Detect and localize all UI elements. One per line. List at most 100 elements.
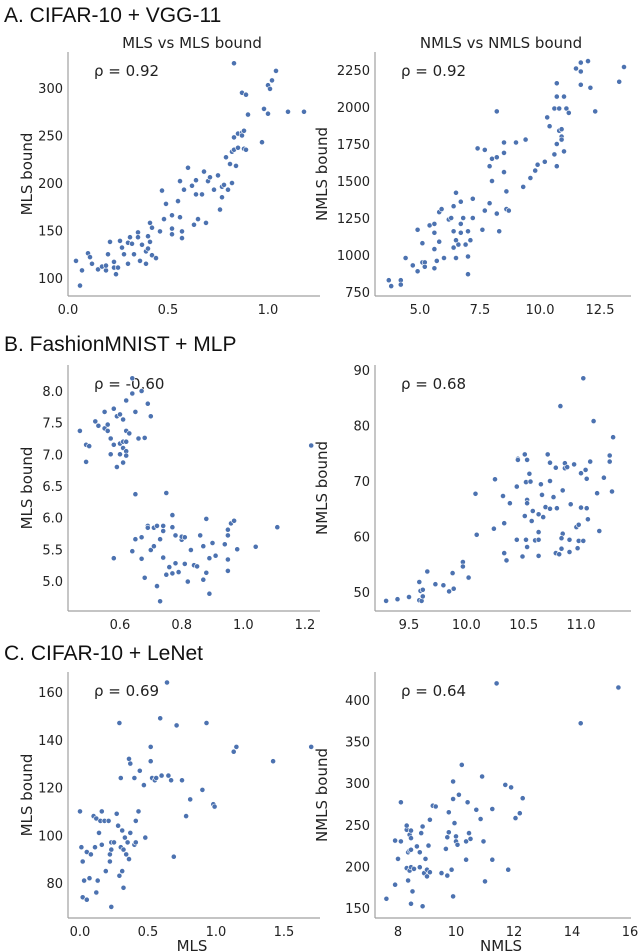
data-point [472,490,479,497]
data-point [505,207,512,214]
data-point [413,843,420,850]
data-point [493,210,500,217]
x-tick-label: 10.5 [509,618,538,633]
data-point [506,500,513,507]
data-point [523,536,529,543]
scatter-panel-A-left: MLS vs MLS bound ρ = 0.92 0.0 0.5 1.0 100 150 2… [18,34,320,318]
data-point [132,839,139,846]
section-title-b: B. FashionMNIST + MLP [4,333,237,356]
data-point [515,456,521,463]
data-point [539,491,545,498]
data-point [541,158,548,165]
data-point [436,238,443,245]
data-point [601,474,607,481]
data-point [135,808,142,815]
y-tick-label: 200 [345,860,370,875]
data-point [225,186,231,193]
data-point [465,271,471,278]
data-point [592,108,599,115]
data-point [529,508,536,514]
data-point [419,823,426,830]
data-point [209,540,216,546]
data-point [107,851,113,858]
data-point [102,868,109,874]
data-point [558,545,565,552]
y-tick-label: 50 [353,586,370,601]
data-point [440,582,447,589]
data-point [154,583,160,589]
data-point [113,271,119,278]
y-tick-label: 1500 [337,175,370,190]
data-point [513,536,520,543]
data-point [200,576,207,583]
data-points [385,58,627,289]
data-point [124,839,131,846]
data-point [469,195,476,202]
data-point [172,560,179,567]
data-point [79,858,86,865]
data-point [467,836,474,842]
data-point [107,858,113,865]
data-point [553,141,560,147]
data-point [408,846,414,853]
y-tick-label: 1750 [337,138,370,153]
data-point [169,212,175,219]
x-tick-label: 0.0 [70,925,91,940]
y-tick-label: 250 [38,130,63,145]
data-point [95,266,101,273]
data-point [453,833,459,840]
data-point [168,777,174,784]
data-point [172,532,179,539]
data-point [185,164,191,171]
y-tick-label: 6.5 [42,480,63,495]
y-tick-label: 2000 [337,101,370,116]
data-point [489,155,495,162]
data-point [215,172,221,179]
data-point [441,255,447,261]
data-point [590,418,597,424]
data-point [505,866,512,873]
data-point [451,820,458,826]
y-tick-label: 300 [345,777,370,792]
data-point [229,180,235,186]
data-point [553,80,560,87]
data-point [203,569,210,576]
data-point [110,441,117,448]
data-point [129,375,136,382]
x-axis-label: MLS [177,937,208,951]
data-point [199,787,206,793]
data-point [450,244,457,251]
data-point [397,799,404,806]
data-point [153,255,159,261]
data-point [104,427,111,434]
data-point [122,834,128,841]
data-point [98,841,105,848]
x-tick-label: 1.0 [233,618,254,633]
data-point [416,579,423,585]
data-point [224,526,231,533]
data-point [552,464,559,471]
data-point [160,523,167,529]
data-point [502,782,509,788]
data-point [577,720,584,727]
data-point [465,253,471,260]
data-point [154,523,160,529]
data-point [107,238,113,245]
data-point [431,220,438,227]
data-point [259,139,265,146]
data-point [547,478,553,484]
data-point [224,568,231,574]
data-point [113,810,120,817]
data-point [535,529,542,535]
data-point [561,148,567,155]
data-point [86,875,93,882]
data-point [532,167,539,174]
data-point [424,568,431,575]
data-point [224,532,231,539]
data-point [108,846,115,853]
data-point [450,778,456,785]
data-point [117,451,123,458]
data-point [606,452,613,459]
data-point [140,782,147,788]
